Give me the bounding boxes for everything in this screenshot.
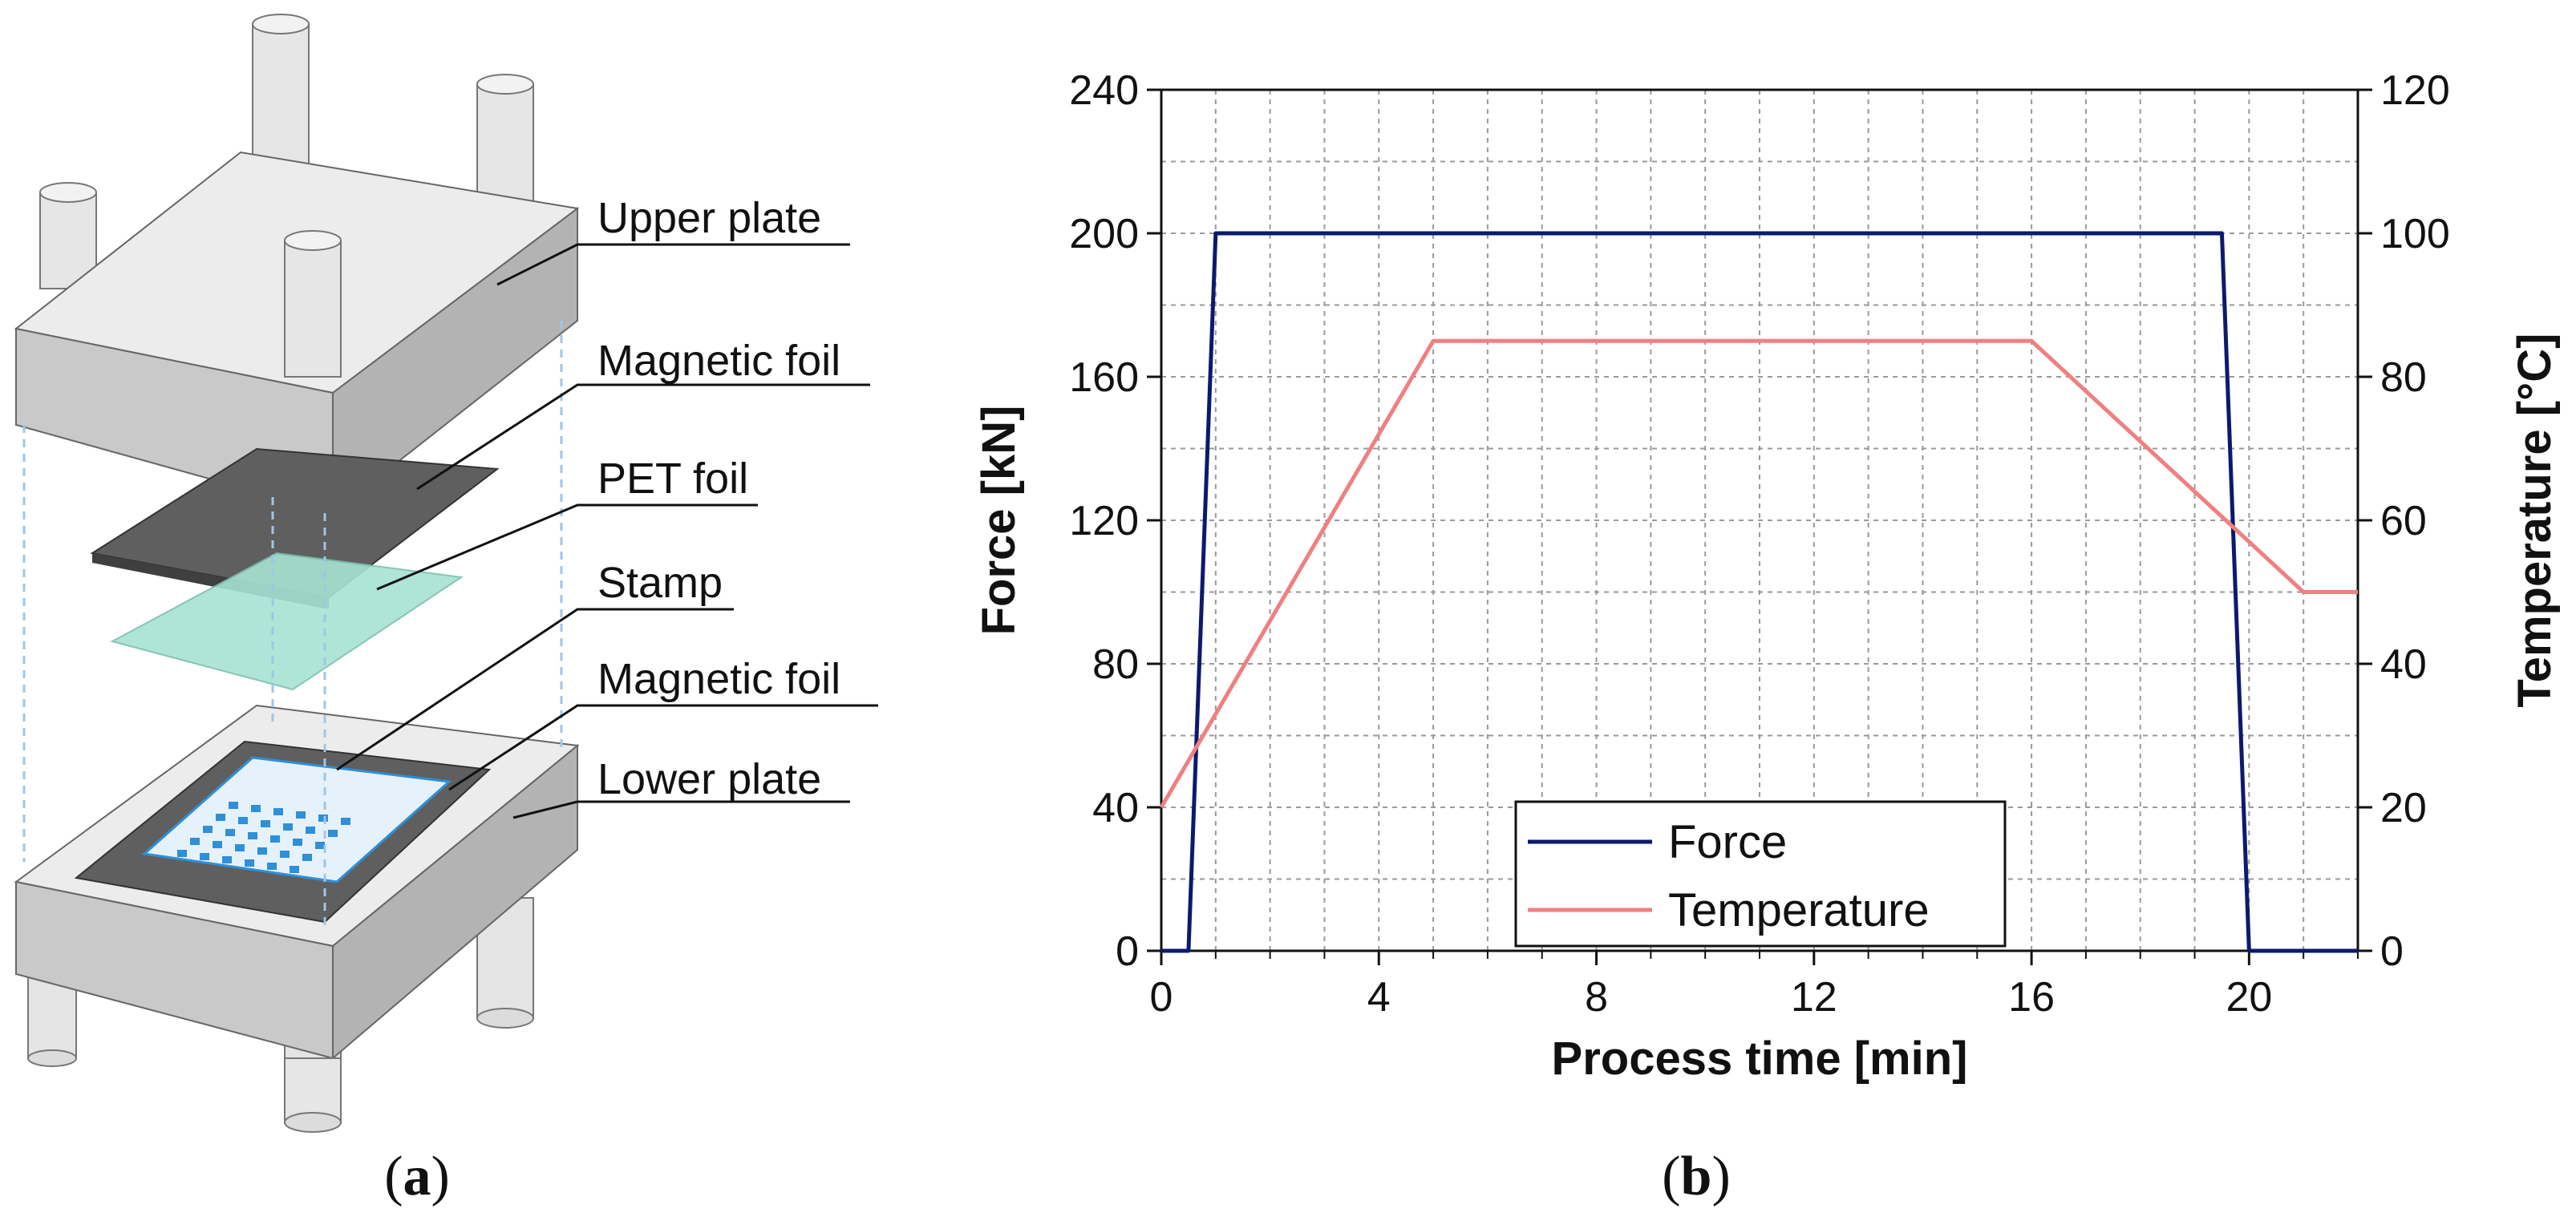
stamp-dot [229, 802, 238, 809]
y2-tick-label: 60 [2380, 498, 2427, 544]
stamp-dot [290, 866, 299, 873]
x-tick-label: 20 [2226, 974, 2272, 1021]
legend-label-temperature: Temperature [1668, 884, 1930, 936]
y2-axis-title: Temperature [°C] [2509, 334, 2561, 708]
legend-box [1514, 800, 2007, 948]
x-tick-label: 4 [1367, 974, 1391, 1021]
stamp-dot [213, 841, 222, 848]
y-tick-label: 0 [1116, 928, 1139, 975]
stamp-dot [280, 851, 290, 858]
front-lower-pillar-base [284, 1112, 342, 1133]
stamp-dot [222, 856, 232, 863]
stamp-dot [248, 832, 257, 839]
y-tick-label: 240 [1069, 67, 1139, 114]
legend-label-force: Force [1668, 816, 1787, 868]
stamp-dot [261, 820, 270, 827]
stamp-dot [293, 839, 302, 846]
stamp-dot [283, 823, 293, 831]
front-lower-pillar-icon [284, 1057, 342, 1123]
x-axis-title: Process time [min] [1552, 1033, 1968, 1085]
guide-lines [22, 321, 563, 930]
pet-foil-icon [110, 552, 464, 691]
y-tick-label: 160 [1069, 354, 1139, 401]
stamp-dot [315, 842, 325, 849]
panel-a-caption: (a) [384, 1146, 450, 1207]
stamp-dot [225, 829, 235, 836]
y-axis-title: Force [kN] [973, 406, 1025, 636]
y-tick-label: 80 [1092, 641, 1139, 688]
y-tick-label: 40 [1092, 785, 1139, 831]
stamp-dot [302, 854, 312, 861]
stamp-dot [245, 859, 254, 867]
stamp-dot [270, 835, 280, 843]
chart-ticks: 0 4 8 12 16 200408012016020024002040608010012… [1069, 67, 2450, 1021]
label-lower-plate: Lower plate [597, 755, 821, 803]
stamp-dot [203, 826, 213, 833]
stamp-dot [190, 838, 200, 845]
label-leaders [336, 243, 878, 819]
stamp-icon [141, 756, 452, 883]
y2-tick-label: 80 [2380, 354, 2427, 401]
chart-series [1159, 231, 2358, 953]
stamp-dot [200, 853, 209, 860]
y2-tick-label: 40 [2380, 641, 2427, 688]
stamp-dot [267, 863, 277, 870]
y2-tick-label: 100 [2380, 211, 2450, 257]
chart-legend: Force Temperature [1514, 800, 2007, 948]
press-diagram: Upper plate Magnetic foil PET foil Stamp… [14, 14, 878, 1207]
stamp-dot [318, 815, 328, 822]
label-stamp: Stamp [597, 559, 723, 607]
label-pet-foil: PET foil [597, 455, 748, 503]
y-tick-label: 200 [1069, 211, 1139, 257]
stamp-dot [235, 844, 245, 851]
label-magnetic-foil-lower: Magnetic foil [597, 655, 840, 703]
stamp-dot [328, 830, 338, 837]
y2-tick-label: 0 [2380, 928, 2404, 975]
panel-b-caption: (b) [1662, 1146, 1731, 1207]
stamp-dot [296, 811, 306, 819]
stamp-dot [341, 818, 350, 825]
stamp-dot [251, 805, 261, 812]
x-tick-label: 12 [1791, 974, 1837, 1021]
stamp-dot [257, 847, 267, 855]
force-temperature-chart: 0 4 8 12 16 200408012016020024002040608010012… [973, 67, 2561, 1207]
stamp-dot [177, 850, 187, 857]
x-tick-label: 16 [2008, 974, 2055, 1021]
stamp-dot [306, 827, 315, 834]
series-line-force [1161, 231, 2358, 953]
y2-tick-label: 20 [2380, 785, 2427, 831]
label-magnetic-foil-upper: Magnetic foil [597, 337, 840, 385]
y-tick-label: 120 [1069, 498, 1139, 544]
stamp-dot [273, 808, 283, 815]
label-upper-plate: Upper plate [597, 194, 821, 242]
series-line-temperature [1159, 338, 2358, 809]
x-tick-label: 8 [1585, 974, 1608, 1021]
stamp-dot [238, 817, 248, 824]
y2-tick-label: 120 [2380, 67, 2450, 114]
stamp-dot [216, 814, 225, 821]
x-tick-label: 0 [1150, 974, 1173, 1021]
